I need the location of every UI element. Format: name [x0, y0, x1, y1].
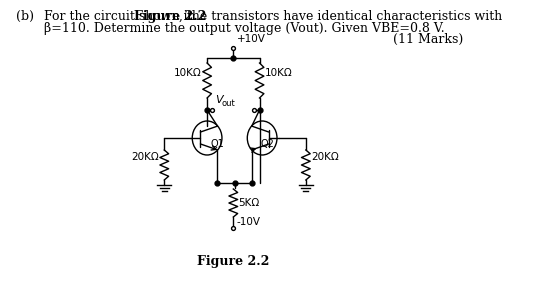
- Text: 10KΩ: 10KΩ: [174, 67, 202, 78]
- Text: Q2: Q2: [261, 139, 274, 149]
- Text: Q1: Q1: [211, 139, 224, 149]
- Text: For the circuit shown in: For the circuit shown in: [44, 10, 199, 23]
- Text: -10V: -10V: [237, 217, 261, 227]
- Text: 10KΩ: 10KΩ: [265, 67, 293, 78]
- Text: β=110. Determine the output voltage (Vout). Given VBE=0.8 V.: β=110. Determine the output voltage (Vou…: [44, 22, 444, 35]
- Text: out: out: [222, 99, 236, 108]
- Text: 5KΩ: 5KΩ: [239, 198, 260, 208]
- Text: Figure 2.2: Figure 2.2: [197, 255, 270, 268]
- Text: +10V: +10V: [237, 34, 266, 44]
- Text: 20KΩ: 20KΩ: [131, 152, 159, 162]
- Text: (b): (b): [16, 10, 34, 23]
- Text: (11 Marks): (11 Marks): [393, 33, 463, 46]
- Text: , the transistors have identical characteristics with: , the transistors have identical charact…: [179, 10, 502, 23]
- Text: V: V: [215, 95, 223, 105]
- Text: Figure 2.2: Figure 2.2: [134, 10, 206, 23]
- Text: 20KΩ: 20KΩ: [311, 152, 339, 162]
